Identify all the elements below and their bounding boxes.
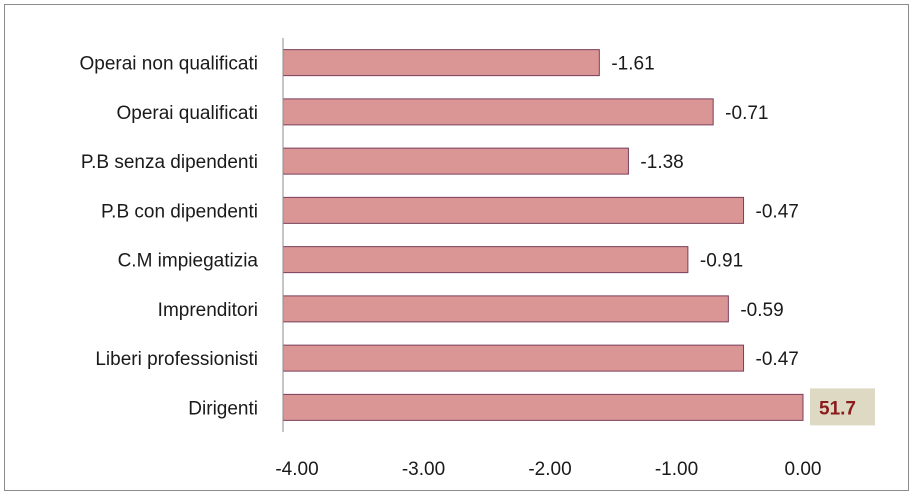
data-label: -0.47 — [756, 349, 799, 370]
category-label: Operai qualificati — [116, 103, 258, 124]
bar — [282, 393, 804, 421]
data-label: -0.71 — [725, 103, 768, 124]
category-label: Dirigenti — [188, 398, 258, 419]
category-label: Imprenditori — [158, 300, 258, 321]
data-label: -0.47 — [756, 201, 799, 222]
bar — [282, 98, 714, 126]
bar — [282, 147, 629, 175]
bar — [282, 344, 745, 372]
x-tick-label: -2.00 — [528, 459, 571, 480]
bar — [282, 196, 745, 224]
data-label: -1.38 — [640, 152, 683, 173]
highlight-label-bg — [810, 388, 875, 426]
x-tick-label: -3.00 — [402, 459, 445, 480]
category-label: P.B senza dipendenti — [81, 152, 258, 173]
data-label: 51.7 — [819, 398, 856, 419]
category-label: Operai non qualificati — [80, 54, 259, 75]
x-tick-label: 0.00 — [785, 459, 822, 480]
x-tick-label: -1.00 — [655, 459, 698, 480]
bars-layer — [282, 49, 804, 421]
category-label: P.B con dipendenti — [101, 201, 258, 222]
category-label: Liberi professionisti — [95, 349, 258, 370]
x-tick-label: -4.00 — [275, 459, 318, 480]
bar — [282, 246, 689, 274]
bar — [282, 49, 600, 77]
data-label: -0.91 — [700, 251, 743, 272]
bar — [282, 295, 729, 323]
category-label: C.M impiegatizia — [118, 251, 259, 272]
axis-layer: Operai non qualificati -1.61 Operai qualif… — [80, 38, 875, 480]
data-label: -0.59 — [740, 300, 783, 321]
data-label: -1.61 — [611, 54, 654, 75]
